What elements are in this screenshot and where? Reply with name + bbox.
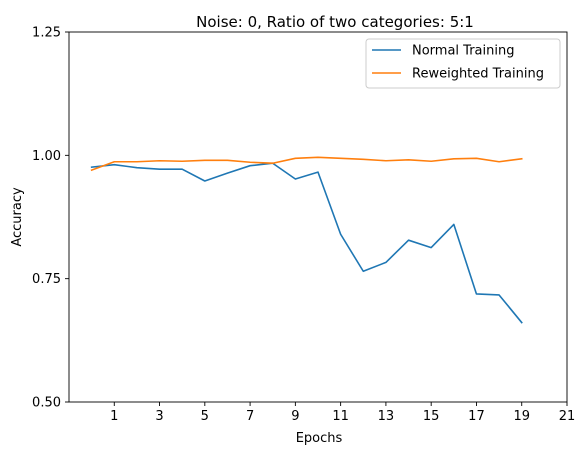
x-tick-label: 15 [423,409,440,424]
x-tick-label: 21 [559,409,576,424]
y-tick-label: 0.50 [32,396,61,411]
y-tick-label: 1.00 [32,149,61,164]
y-axis-label: Accuracy [10,187,25,247]
x-tick-label: 3 [155,409,163,424]
legend: Normal Training Reweighted Training [365,38,561,89]
x-tick-label: 1 [110,409,118,424]
series-line-2 [90,156,523,172]
x-tick-label: 9 [291,409,299,424]
series-line-1 [90,162,523,324]
x-tick-label: 5 [201,409,209,424]
legend-label-2: Reweighted Training [412,67,544,82]
y-tick-label: 0.75 [32,272,61,287]
x-tick-label: 19 [513,409,530,424]
y-tick-label: 1.25 [32,26,61,41]
x-tick-label: 13 [378,409,395,424]
x-axis-label: Epochs [296,431,343,446]
plot-area [69,32,567,402]
legend-box [365,38,561,89]
plot-frame [68,31,568,403]
chart-title: Noise: 0, Ratio of two categories: 5:1 [196,13,474,31]
x-tick-label: 11 [332,409,349,424]
legend-label-1: Normal Training [412,44,514,59]
x-tick-label: 17 [468,409,485,424]
x-tick-label: 7 [246,409,254,424]
